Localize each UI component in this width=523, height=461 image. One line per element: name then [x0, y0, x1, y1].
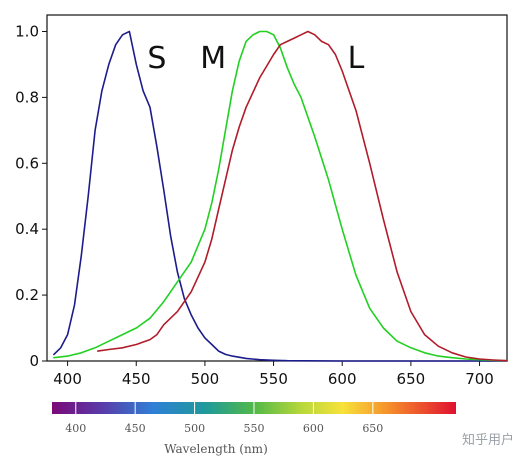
- x-tick-label: 650: [397, 370, 426, 388]
- series-line-l: [97, 30, 508, 362]
- spectrum-bar: 400 450 500 550 600 650 Wavelength (nm): [52, 402, 456, 456]
- spectrum-ticks: 400 450 500 550 600 650: [65, 402, 383, 435]
- series-line-s: [53, 30, 508, 362]
- plot-frame: [46, 14, 508, 362]
- curve-label-l: L: [348, 41, 365, 76]
- watermark: 知乎用户: [462, 432, 514, 448]
- spectrum-tick-label: 500: [184, 422, 205, 435]
- y-tick-label: 0.4: [15, 220, 39, 238]
- spectrum-tick-label: 650: [362, 422, 383, 435]
- y-axis: 0 0.2 0.4 0.6 0.8 1.0: [15, 22, 47, 370]
- x-tick-label: 550: [259, 370, 288, 388]
- x-tick-label: 400: [53, 370, 82, 388]
- x-tick-label: 600: [328, 370, 357, 388]
- series-group: [53, 30, 508, 362]
- y-tick-label: 0.2: [15, 286, 39, 304]
- curve-label-m: M: [200, 41, 226, 76]
- spectrum-tick-label: 600: [303, 422, 324, 435]
- x-tick-label: 700: [465, 370, 494, 388]
- x-axis: 400 450 500 550 600 650 700: [53, 361, 494, 388]
- spectrum-tick-label: 400: [65, 422, 86, 435]
- y-tick-label: 0.6: [15, 154, 39, 172]
- spectrum-tick-label: 550: [244, 422, 265, 435]
- x-tick-label: 500: [191, 370, 220, 388]
- series-line-m: [53, 30, 508, 362]
- x-tick-label: 450: [122, 370, 151, 388]
- y-tick-label: 1.0: [15, 22, 39, 40]
- spectrum-xlabel: Wavelength (nm): [164, 442, 268, 456]
- y-tick-label: 0.8: [15, 88, 39, 106]
- spectrum-tick-label: 450: [125, 422, 146, 435]
- curve-label-s: S: [147, 41, 166, 76]
- y-tick-label: 0: [29, 352, 39, 370]
